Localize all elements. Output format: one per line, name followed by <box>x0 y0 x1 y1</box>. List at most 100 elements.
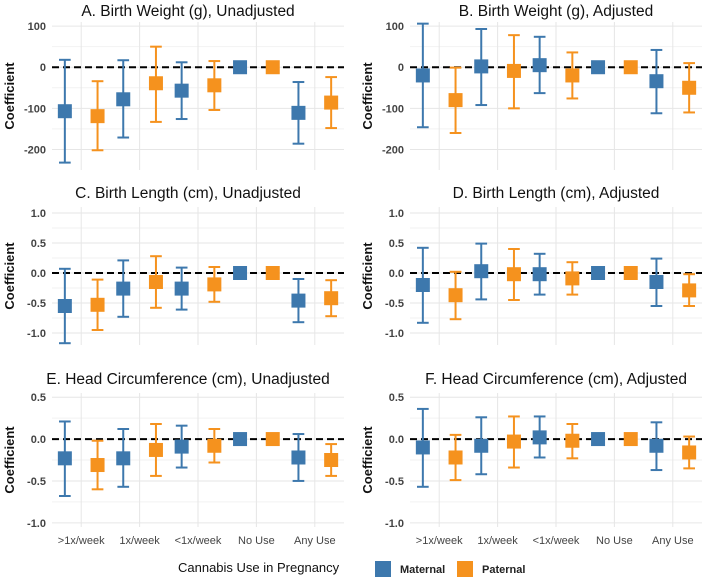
y-axis-label: Coefficient <box>2 426 17 494</box>
panel-a: -200 -100 0 100 Coefficient A. Birth Weight (… <box>2 3 344 170</box>
point-maternal <box>474 264 489 279</box>
x-tick-label: No Use <box>596 535 633 547</box>
point-paternal <box>448 93 463 108</box>
panel-title-f: F. Head Circumference (cm), Adjusted <box>425 371 687 388</box>
panel-title-a: A. Birth Weight (g), Unadjusted <box>81 3 294 20</box>
point-maternal <box>116 92 131 107</box>
point-maternal <box>116 451 131 466</box>
y-tick-label: -0.5 <box>27 476 46 488</box>
point-maternal <box>649 438 664 453</box>
point-paternal <box>506 434 521 449</box>
point-paternal <box>90 297 105 312</box>
y-tick-label: 100 <box>28 21 46 33</box>
y-tick-label: -100 <box>382 103 404 115</box>
panel-title-b: B. Birth Weight (g), Adjusted <box>459 3 653 20</box>
x-tick-label: Any Use <box>294 535 336 547</box>
point-maternal <box>291 293 306 308</box>
point-paternal <box>265 60 280 75</box>
y-axis-label: Coefficient <box>2 242 17 310</box>
point-paternal <box>207 277 222 292</box>
point-maternal <box>474 438 489 453</box>
point-paternal <box>265 266 280 280</box>
panel-title-c: C. Birth Length (cm), Unadjusted <box>75 185 301 202</box>
legend-label-paternal: Paternal <box>482 564 525 576</box>
y-tick-label: -200 <box>24 144 46 156</box>
y-tick-label: -1.0 <box>27 518 46 530</box>
panel-b: -200 -100 0 100 Coefficient B. Birth Weight (… <box>360 3 702 170</box>
panel-d: -1.0 -0.5 0.0 0.5 1.0 Coefficient D. Birth Len… <box>360 185 702 345</box>
point-maternal <box>591 266 606 280</box>
panel-e: -1.0 -0.5 0.0 0.5 Coefficient E. Head Circumf… <box>2 371 344 547</box>
point-maternal <box>415 68 430 83</box>
y-tick-label: -1.0 <box>385 518 404 530</box>
point-maternal <box>532 430 547 445</box>
y-axis-label: Coefficient <box>360 426 375 494</box>
point-maternal <box>291 450 306 465</box>
y-tick-label: 0.5 <box>31 392 46 404</box>
y-tick-label: 0.0 <box>31 434 46 446</box>
y-tick-label: -0.5 <box>385 476 404 488</box>
point-paternal <box>148 275 163 289</box>
point-maternal <box>116 281 131 296</box>
point-paternal <box>207 438 222 453</box>
x-tick-label: 1x/week <box>119 535 160 547</box>
y-tick-label: 1.0 <box>389 208 404 220</box>
point-maternal <box>57 299 72 313</box>
point-maternal <box>649 74 664 89</box>
point-paternal <box>324 453 339 467</box>
point-paternal <box>623 60 638 75</box>
point-paternal <box>148 442 163 457</box>
y-tick-label: 0.5 <box>389 238 404 250</box>
point-paternal <box>682 445 697 460</box>
point-maternal <box>532 267 547 282</box>
y-tick-label: 0.0 <box>389 268 404 280</box>
y-tick-label: 0.0 <box>389 434 404 446</box>
legend-swatch-paternal <box>457 561 473 577</box>
point-paternal <box>448 450 463 465</box>
point-paternal <box>324 291 339 306</box>
y-tick-label: -100 <box>24 103 46 115</box>
point-paternal <box>90 109 105 124</box>
point-maternal <box>649 275 664 289</box>
y-tick-label: 1.0 <box>31 208 46 220</box>
x-tick-label: >1x/week <box>58 535 105 547</box>
x-tick-label: >1x/week <box>416 535 463 547</box>
panel-f: -1.0 -0.5 0.0 0.5 Coefficient F. Head Circumf… <box>360 371 702 547</box>
point-maternal <box>174 83 189 98</box>
point-maternal <box>174 439 189 454</box>
point-paternal <box>506 63 521 78</box>
point-paternal <box>682 80 697 95</box>
point-paternal <box>207 78 222 93</box>
panel-c: -1.0 -0.5 0.0 0.5 1.0 Coefficient C. Birth Len… <box>2 185 344 345</box>
y-axis-label: Coefficient <box>360 62 375 130</box>
y-tick-label: 0 <box>40 62 46 74</box>
point-maternal <box>291 105 306 120</box>
x-tick-label: Any Use <box>652 535 694 547</box>
point-maternal <box>474 59 489 74</box>
point-maternal <box>57 104 72 119</box>
point-paternal <box>565 433 580 448</box>
point-maternal <box>591 60 606 75</box>
point-maternal <box>532 58 547 73</box>
y-tick-label: 0.5 <box>389 392 404 404</box>
legend: Cannabis Use in Pregnancy Maternal Pater… <box>178 560 525 577</box>
legend-swatch-maternal <box>375 561 391 577</box>
y-tick-label: 0 <box>398 62 404 74</box>
y-tick-label: -0.5 <box>385 298 404 310</box>
panel-title-d: D. Birth Length (cm), Adjusted <box>453 185 660 202</box>
y-axis-label: Coefficient <box>360 242 375 310</box>
point-maternal <box>233 60 248 75</box>
x-tick-label: <1x/week <box>175 535 222 547</box>
point-paternal <box>90 458 105 473</box>
legend-title: Cannabis Use in Pregnancy <box>178 560 340 575</box>
y-tick-label: -0.5 <box>27 298 46 310</box>
y-tick-label: -1.0 <box>385 328 404 340</box>
y-tick-label: 0.5 <box>31 238 46 250</box>
y-tick-label: 100 <box>386 21 404 33</box>
point-maternal <box>415 278 430 292</box>
point-paternal <box>448 288 463 303</box>
y-axis-label: Coefficient <box>2 62 17 130</box>
y-tick-label: -1.0 <box>27 328 46 340</box>
y-tick-label: 0.0 <box>31 268 46 280</box>
point-maternal <box>415 440 430 455</box>
